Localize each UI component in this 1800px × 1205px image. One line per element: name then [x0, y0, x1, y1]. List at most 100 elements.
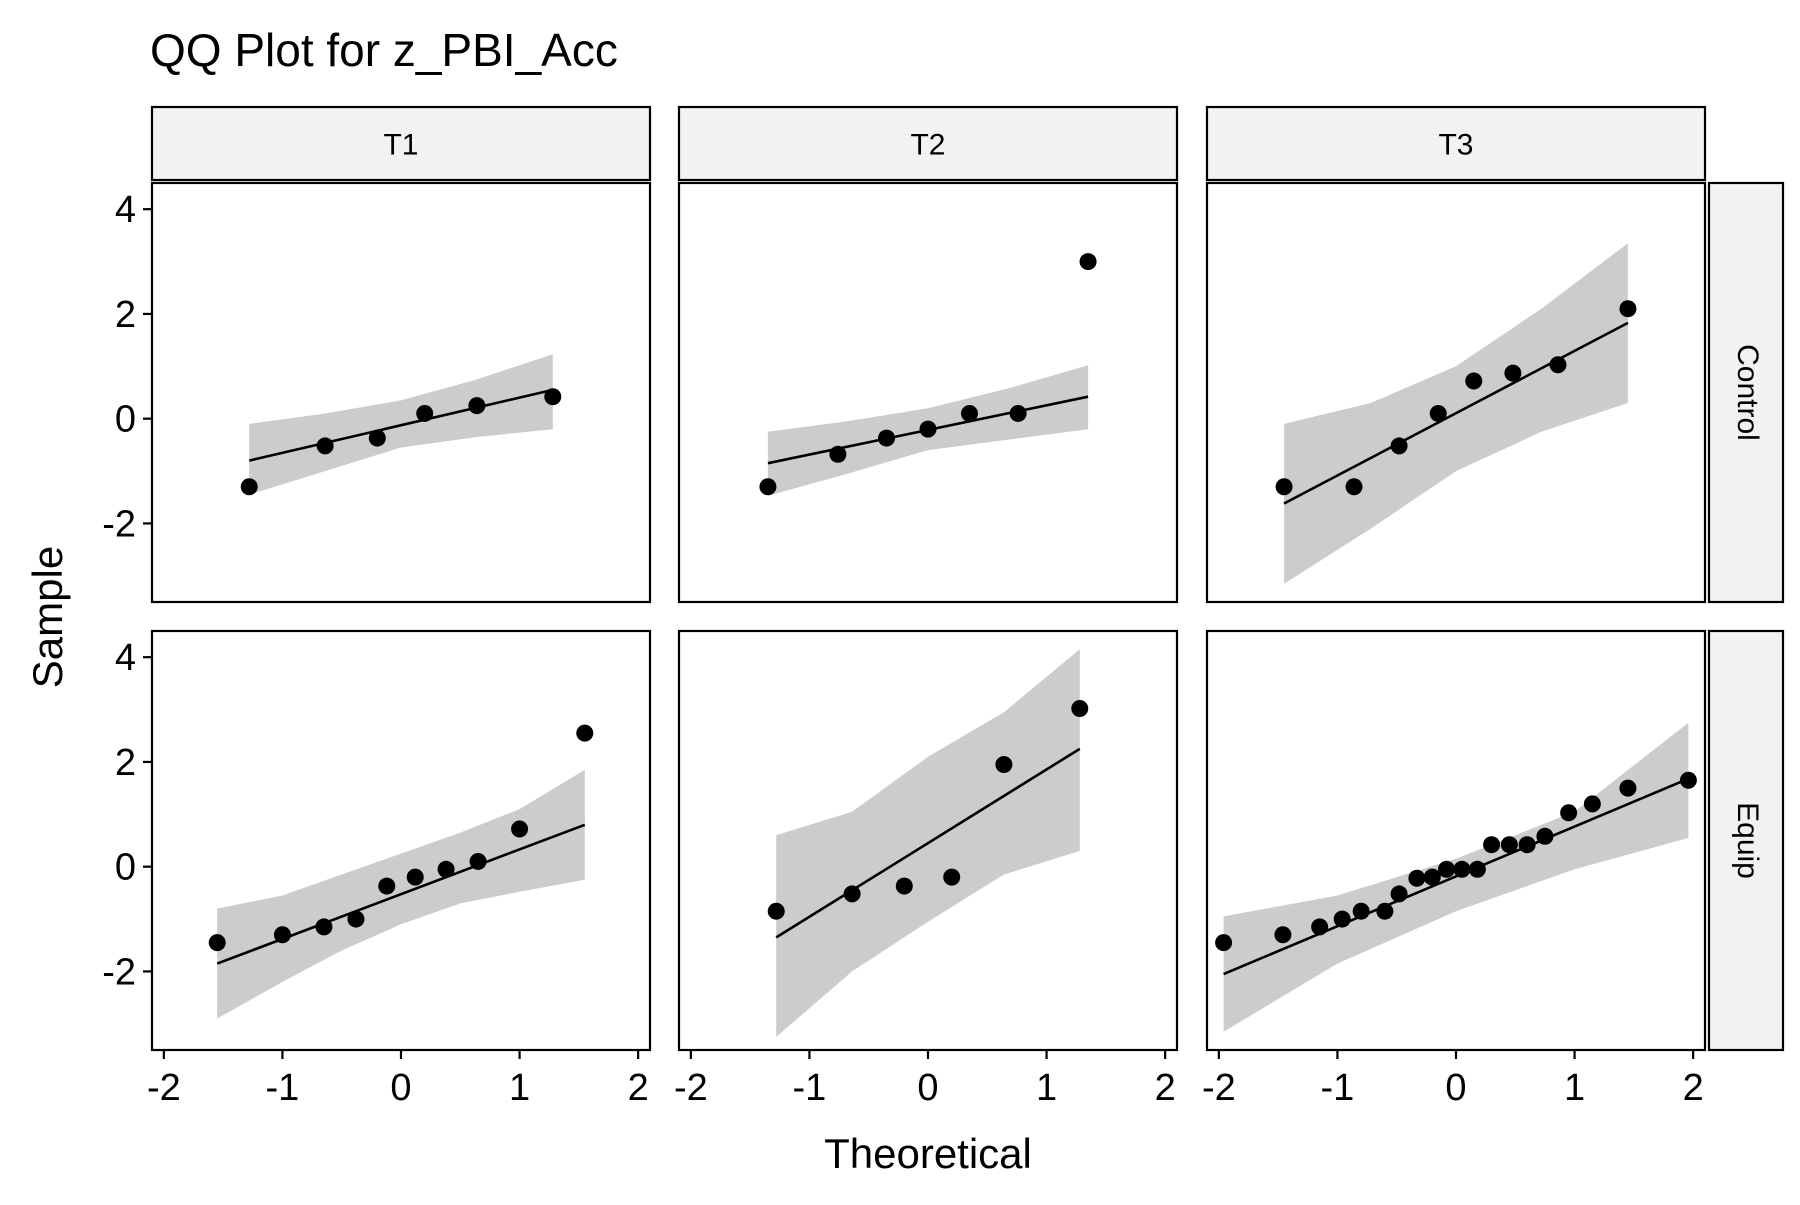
data-point	[273, 926, 291, 944]
panel-t3-control	[1205, 181, 1707, 604]
y-tick-label: 4	[115, 189, 136, 231]
data-point	[316, 437, 334, 455]
reference-line	[216, 823, 586, 965]
data-point	[767, 902, 785, 920]
x-tick-label: 2	[1683, 1067, 1704, 1109]
data-point	[315, 918, 333, 936]
panel-t1-control: -2 0 2 4	[102, 181, 652, 604]
x-tick-label: 2	[628, 1067, 649, 1109]
data-point	[1333, 910, 1351, 928]
x-tick-label: 0	[917, 1067, 938, 1109]
data-point	[1468, 860, 1486, 878]
data-point	[544, 388, 562, 406]
x-tick-label: -2	[674, 1067, 708, 1109]
y-tick-label: 2	[115, 294, 136, 336]
data-point	[1619, 779, 1637, 797]
strip-label-control: Control	[1731, 344, 1764, 441]
data-point	[1549, 356, 1567, 374]
data-point	[347, 910, 365, 928]
chart-title: QQ Plot for z_PBI_Acc	[150, 24, 618, 76]
x-axis-title: Theoretical	[824, 1130, 1032, 1177]
data-point	[759, 478, 777, 496]
panel-t2-equip: -2 -1 0 1 2	[674, 629, 1179, 1109]
data-point	[378, 877, 396, 895]
data-point	[1518, 836, 1536, 854]
data-point	[1536, 827, 1554, 845]
data-point	[1009, 404, 1027, 422]
y-tick-label: 0	[115, 847, 136, 889]
data-point	[1275, 478, 1293, 496]
data-point	[1345, 478, 1363, 496]
data-point	[919, 420, 937, 438]
strip-label-equip: Equip	[1731, 802, 1764, 879]
facet-panels: T1 T2 T3 Control Equip -2 0 2 4 -2 0 2 4 -2 -1 0 1 2 -2 -1 0…	[102, 105, 1785, 1109]
strip-t1	[150, 105, 652, 182]
data-point	[829, 445, 847, 463]
x-tick-label: -1	[266, 1067, 300, 1109]
data-point	[1215, 934, 1233, 952]
y-tick-label: -2	[102, 503, 136, 545]
panel-t1-equip: -2 0 2 4 -2 -1 0 1 2	[102, 629, 652, 1109]
data-point	[1071, 700, 1089, 718]
panel-t3-equip: -2 -1 0 1 2	[1202, 629, 1707, 1109]
data-point	[368, 429, 386, 447]
x-tick-label: 1	[509, 1067, 530, 1109]
data-point	[416, 404, 434, 422]
data-point	[1560, 804, 1578, 822]
data-point	[1429, 404, 1447, 422]
y-tick-label: 0	[115, 399, 136, 441]
reference-line	[775, 747, 1081, 939]
y-tick-label: -2	[102, 951, 136, 993]
x-tick-label: 1	[1564, 1067, 1585, 1109]
x-tick-label: 1	[1036, 1067, 1057, 1109]
strip-t2	[677, 105, 1179, 182]
strip-t3	[1205, 105, 1707, 182]
data-point	[961, 404, 978, 422]
data-point	[1079, 253, 1097, 271]
data-point	[406, 868, 424, 886]
x-tick-label: -1	[1321, 1067, 1355, 1109]
data-point	[843, 885, 861, 903]
reference-line	[1283, 321, 1629, 505]
data-point	[1679, 771, 1697, 789]
panel-border	[1205, 181, 1707, 604]
strip-control	[1707, 181, 1785, 604]
data-point	[511, 820, 529, 838]
panel-border	[150, 181, 652, 604]
x-tick-label: -2	[1202, 1067, 1236, 1109]
data-point	[208, 934, 226, 952]
panel-t2-control	[677, 181, 1179, 604]
data-point	[1583, 795, 1601, 813]
y-tick-label: 2	[115, 742, 136, 784]
data-point	[1619, 300, 1637, 318]
data-point	[1390, 437, 1408, 455]
data-point	[995, 756, 1013, 774]
data-point	[1311, 918, 1329, 936]
data-point	[576, 724, 594, 742]
x-tick-label: -2	[147, 1067, 181, 1109]
y-tick-label: 4	[115, 637, 136, 679]
data-point	[469, 852, 487, 870]
data-point	[1465, 372, 1483, 390]
reference-line	[1223, 777, 1689, 976]
data-point	[1504, 364, 1522, 382]
strip-label-t1: T1	[383, 129, 418, 162]
data-point	[1453, 860, 1471, 878]
strip-label-t3: T3	[1438, 129, 1473, 162]
x-tick-label: 0	[390, 1067, 411, 1109]
data-point	[1438, 860, 1456, 878]
data-point	[1500, 836, 1518, 854]
data-point	[1423, 868, 1441, 886]
data-point	[1352, 902, 1370, 920]
panel-border	[677, 181, 1179, 604]
reference-line	[248, 388, 554, 462]
x-tick-label: 0	[1445, 1067, 1466, 1109]
data-point	[468, 397, 486, 415]
data-point	[895, 877, 913, 895]
data-point	[1390, 885, 1408, 903]
data-point	[1274, 926, 1292, 944]
data-point	[878, 429, 895, 447]
x-tick-label: -1	[793, 1067, 827, 1109]
